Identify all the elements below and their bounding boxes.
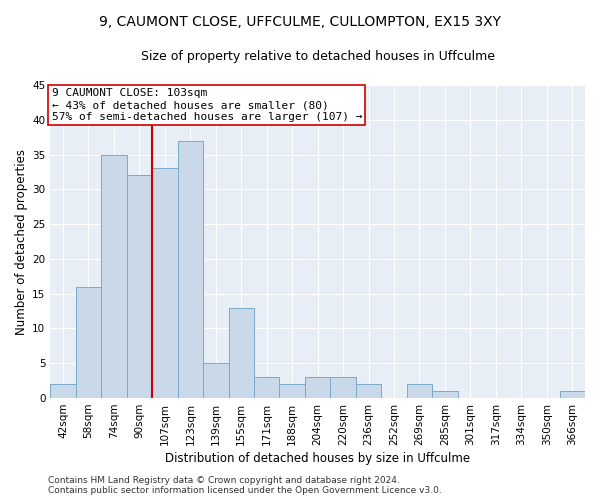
- Bar: [254, 377, 280, 398]
- Title: Size of property relative to detached houses in Uffculme: Size of property relative to detached ho…: [140, 50, 494, 63]
- Bar: [203, 364, 229, 398]
- Text: 9, CAUMONT CLOSE, UFFCULME, CULLOMPTON, EX15 3XY: 9, CAUMONT CLOSE, UFFCULME, CULLOMPTON, …: [99, 15, 501, 29]
- Bar: [356, 384, 381, 398]
- Bar: [127, 176, 152, 398]
- Y-axis label: Number of detached properties: Number of detached properties: [15, 148, 28, 334]
- Bar: [178, 140, 203, 398]
- Bar: [560, 391, 585, 398]
- Text: 9 CAUMONT CLOSE: 103sqm
← 43% of detached houses are smaller (80)
57% of semi-de: 9 CAUMONT CLOSE: 103sqm ← 43% of detache…: [52, 88, 362, 122]
- Bar: [407, 384, 432, 398]
- Bar: [152, 168, 178, 398]
- Bar: [305, 377, 331, 398]
- X-axis label: Distribution of detached houses by size in Uffculme: Distribution of detached houses by size …: [165, 452, 470, 465]
- Bar: [50, 384, 76, 398]
- Bar: [76, 287, 101, 398]
- Text: Contains HM Land Registry data © Crown copyright and database right 2024.
Contai: Contains HM Land Registry data © Crown c…: [48, 476, 442, 495]
- Bar: [280, 384, 305, 398]
- Bar: [331, 377, 356, 398]
- Bar: [101, 154, 127, 398]
- Bar: [432, 391, 458, 398]
- Bar: [229, 308, 254, 398]
